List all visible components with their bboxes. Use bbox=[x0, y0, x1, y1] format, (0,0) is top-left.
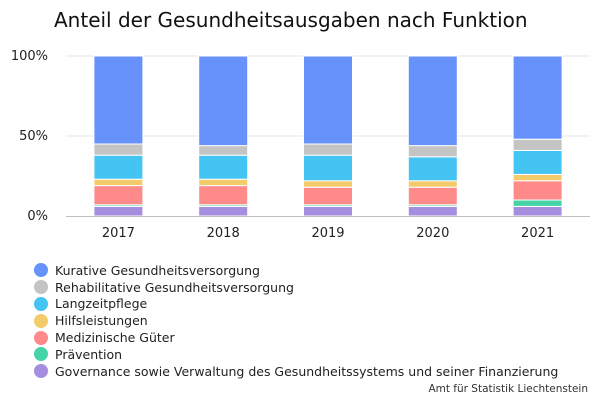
bar-segment[interactable] bbox=[303, 180, 353, 188]
x-tick-label: 2019 bbox=[311, 226, 344, 241]
x-tick-label: 2020 bbox=[416, 226, 449, 241]
bar-segment[interactable] bbox=[93, 178, 144, 187]
bar-segment[interactable] bbox=[303, 186, 353, 206]
bar-segment[interactable] bbox=[407, 156, 458, 182]
bar-segment[interactable] bbox=[407, 145, 458, 158]
legend-swatch bbox=[34, 330, 48, 345]
bar-segment[interactable] bbox=[407, 205, 458, 217]
bar-segment[interactable] bbox=[512, 55, 563, 140]
bar-segment[interactable] bbox=[512, 199, 563, 207]
legend-swatch bbox=[34, 347, 48, 362]
bar-segment[interactable] bbox=[512, 138, 563, 151]
legend-item[interactable]: Kurative Gesundheitsversorgung bbox=[34, 262, 558, 279]
legend-swatch bbox=[34, 296, 48, 311]
legend-item[interactable]: Medizinische Güter bbox=[34, 329, 558, 346]
y-tick-label: 50% bbox=[19, 129, 48, 144]
bar-segment[interactable] bbox=[512, 149, 563, 175]
bar-segment[interactable] bbox=[407, 55, 458, 147]
legend-swatch bbox=[34, 263, 48, 278]
legend-item[interactable]: Hilfsleistungen bbox=[34, 312, 558, 329]
chart-title: Anteil der Gesundheitsausgaben nach Funk… bbox=[54, 8, 528, 32]
legend-item[interactable]: Rehabilitative Gesundheitsversorgung bbox=[34, 279, 558, 296]
bar-segment[interactable] bbox=[303, 143, 353, 156]
legend-label: Langzeitpflege bbox=[55, 296, 148, 312]
bar-segment[interactable] bbox=[407, 180, 458, 188]
bar-segment[interactable] bbox=[93, 55, 144, 145]
legend-label: Hilfsleistungen bbox=[55, 313, 148, 329]
legend-swatch bbox=[34, 313, 48, 328]
y-tick-label: 0% bbox=[27, 209, 48, 224]
legend-swatch bbox=[34, 280, 48, 295]
legend-label: Medizinische Güter bbox=[55, 330, 175, 346]
bars-layer bbox=[93, 55, 563, 217]
legend-label: Kurative Gesundheitsversorgung bbox=[55, 262, 260, 278]
bar-segment[interactable] bbox=[198, 178, 249, 187]
bar-segment[interactable] bbox=[303, 154, 353, 182]
x-tick-label: 2017 bbox=[102, 226, 135, 241]
source-credit: Amt für Statistik Liechtenstein bbox=[428, 383, 588, 395]
legend-item[interactable]: Governance sowie Verwaltung des Gesundhe… bbox=[34, 363, 558, 380]
bar-segment[interactable] bbox=[93, 143, 144, 156]
bar-segment[interactable] bbox=[198, 145, 249, 156]
legend-label: Rehabilitative Gesundheitsversorgung bbox=[55, 279, 294, 295]
bar-segment[interactable] bbox=[198, 55, 249, 147]
x-tick-label: 2018 bbox=[207, 226, 240, 241]
axis-layer: 0% 50% 100% 2017 2018 2019 2020 2021 bbox=[11, 49, 590, 241]
bar-segment[interactable] bbox=[93, 185, 144, 206]
bar-segment[interactable] bbox=[407, 186, 458, 206]
legend-item[interactable]: Langzeitpflege bbox=[34, 296, 558, 313]
x-tick-label: 2021 bbox=[521, 226, 554, 241]
legend-label: Governance sowie Verwaltung des Gesundhe… bbox=[55, 363, 559, 379]
legend: Kurative Gesundheitsversorgung Rehabilita… bbox=[34, 262, 558, 380]
y-tick-label: 100% bbox=[11, 49, 48, 64]
legend-swatch bbox=[34, 364, 48, 379]
bar-segment[interactable] bbox=[512, 205, 563, 217]
bar-segment[interactable] bbox=[198, 185, 249, 206]
bar-segment[interactable] bbox=[512, 180, 563, 201]
bar-segment[interactable] bbox=[198, 154, 249, 180]
bar-segment[interactable] bbox=[93, 205, 144, 217]
bar-segment[interactable] bbox=[512, 173, 563, 182]
legend-label: Prävention bbox=[55, 346, 123, 362]
bar-segment[interactable] bbox=[303, 205, 353, 217]
bar-segment[interactable] bbox=[93, 154, 144, 180]
legend-item[interactable]: Prävention bbox=[34, 346, 558, 363]
bar-segment[interactable] bbox=[303, 55, 353, 145]
bar-segment[interactable] bbox=[198, 205, 249, 217]
